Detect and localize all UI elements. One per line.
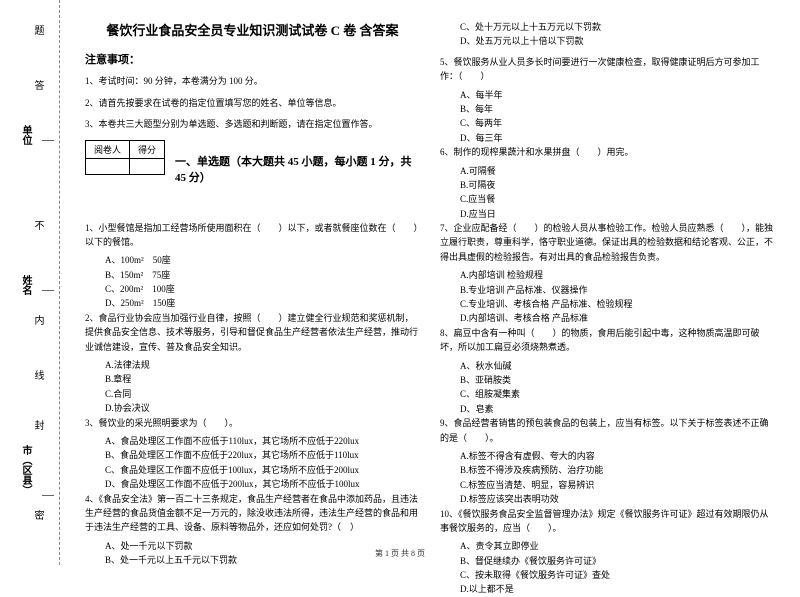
score-table: 阅卷人 得分 <box>85 140 165 175</box>
q2-opt-d: D.协会决议 <box>85 401 420 415</box>
margin-label-2: 答 <box>30 80 45 90</box>
q7-stem: 7、企业应配备经（ ）的检验人员从事检验工作。检验人员应熟悉（ ），能独立履行职… <box>440 221 775 264</box>
q10-opt-d: D.以上都不是 <box>440 582 775 596</box>
q7-opt-d: D.内部培训、考核合格 产品标准 <box>440 311 775 325</box>
q9-opt-c: C.标签应当清楚、明显，容易辨识 <box>440 478 775 492</box>
q3-opt-b: B、食品处理区工作面不应低于220lux，其它场所不应低于110lux <box>85 448 420 462</box>
q9-opt-b: B.标签不得涉及疾病预防、治疗功能 <box>440 463 775 477</box>
q2-opt-a: A.法律法规 <box>85 358 420 372</box>
q9-stem: 9、食品经营者销售的预包装食品的包装上，应当有标签。以下关于标签表述不正确的是（… <box>440 416 775 445</box>
q3-opt-c: C、食品处理区工作面不应低于100lux，其它场所不应低于200lux <box>85 463 420 477</box>
notice-2: 2、请首先按要求在试卷的指定位置填写您的姓名、单位等信息。 <box>85 97 420 111</box>
q6-opt-c: C.应当餐 <box>440 192 775 206</box>
q9-opt-d: D.标签应该突出表明功效 <box>440 492 775 506</box>
q4-opt-d: D、处五万元以上十倍以下罚款 <box>440 34 775 48</box>
q9-opt-a: A.标签不得含有虚假、夸大的内容 <box>440 449 775 463</box>
q8-opt-d: D、皂素 <box>440 402 775 416</box>
margin-label-5: 姓名 <box>18 275 33 295</box>
q1-opt-b: B、150m² 75座 <box>85 268 420 282</box>
left-column: 餐饮行业食品安全员专业知识测试试卷 C 卷 含答案 注意事项： 1、考试时间：9… <box>75 20 430 555</box>
q4-opt-c: C、处十万元以上十五万元以下罚款 <box>440 20 775 34</box>
q7-opt-c: C.专业培训、考核合格 产品标准、检验规程 <box>440 297 775 311</box>
q1-stem: 1、小型餐馆是指加工经营场所使用面积在（ ）以下，或者就餐座位数在（ ）以下的餐… <box>85 221 420 250</box>
q8-opt-c: C、组胺凝集素 <box>440 387 775 401</box>
q7-opt-a: A.内部培训 检验规程 <box>440 268 775 282</box>
margin-label-1: 题 <box>30 25 45 35</box>
notice-header: 注意事项： <box>85 51 420 67</box>
margin-label-8: 封 <box>30 420 45 430</box>
page-container: 题 答 单位 不 姓名 内 线 封 市（区县） 密 餐饮行业食品安全员专业知识测… <box>0 0 800 565</box>
q7-opt-b: B.专业培训 产品标准、仪器操作 <box>440 283 775 297</box>
q1-opt-d: D、250m² 150座 <box>85 296 420 310</box>
margin-label-7: 线 <box>30 370 45 380</box>
content-area: 餐饮行业食品安全员专业知识测试试卷 C 卷 含答案 注意事项： 1、考试时间：9… <box>60 0 800 565</box>
margin-label-4: 不 <box>30 220 45 230</box>
margin-line-1 <box>42 140 54 141</box>
margin-line-2 <box>42 290 54 291</box>
q2-opt-c: C.合同 <box>85 387 420 401</box>
q3-opt-a: A、食品处理区工作面不应低于110lux，其它场所不应低于220lux <box>85 434 420 448</box>
q8-stem: 8、扁豆中含有一种叫（ ）的物质，食用后能引起中毒，这种物质高温即可破坏，所以加… <box>440 326 775 355</box>
q3-opt-d: D、食品处理区工作面不应低于200lux，其它场所不应低于100lux <box>85 477 420 491</box>
binding-margin: 题 答 单位 不 姓名 内 线 封 市（区县） 密 <box>0 0 60 565</box>
q8-opt-a: A、秋水仙碱 <box>440 359 775 373</box>
q8-opt-b: B、亚硝胺类 <box>440 373 775 387</box>
q5-opt-d: D、每三年 <box>440 131 775 145</box>
section1-title: 一、单选题（本大题共 45 小题，每小题 1 分，共 45 分） <box>175 153 420 185</box>
margin-label-9: 市（区县） <box>18 445 33 495</box>
page-footer: 第 1 页 共 8 页 <box>0 548 800 559</box>
q6-opt-d: D.应当日 <box>440 207 775 221</box>
q4-stem: 4、《食品安全法》第一百二十三条规定，食品生产经营者在食品中添加药品，且违法生产… <box>85 492 420 535</box>
q2-opt-b: B.章程 <box>85 372 420 386</box>
margin-line-3 <box>42 495 54 496</box>
q10-opt-c: C、按未取得《餐饮服务许可证》查处 <box>440 568 775 582</box>
margin-label-10: 密 <box>30 510 45 520</box>
notice-3: 3、本卷共三大题型分别为单选题、多选题和判断题，请在指定位置作答。 <box>85 118 420 132</box>
q2-stem: 2、食品行业协会应当加强行业自律，按照（ ）建立健全行业规范和奖惩机制，提供食品… <box>85 311 420 354</box>
score-cell-reviewer: 阅卷人 <box>86 140 130 158</box>
score-cell-blank1 <box>86 158 130 174</box>
q5-opt-b: B、每年 <box>440 102 775 116</box>
q10-stem: 10、《餐饮服务食品安全监督管理办法》规定《餐饮服务许可证》超过有效期限仍从事餐… <box>440 507 775 536</box>
score-cell-blank2 <box>130 158 165 174</box>
q6-opt-a: A.可隔餐 <box>440 164 775 178</box>
q5-stem: 5、餐饮服务从业人员多长时间要进行一次健康检查，取得健康证明后方可参加工作：（ … <box>440 55 775 84</box>
q5-opt-c: C、每两年 <box>440 116 775 130</box>
score-cell-score: 得分 <box>130 140 165 158</box>
margin-label-6: 内 <box>30 315 45 325</box>
q6-opt-b: B.可隔夜 <box>440 178 775 192</box>
q1-opt-c: C、200m² 100座 <box>85 282 420 296</box>
exam-title: 餐饮行业食品安全员专业知识测试试卷 C 卷 含答案 <box>85 20 420 39</box>
q5-opt-a: A、每半年 <box>440 88 775 102</box>
notice-1: 1、考试时间：90 分钟，本卷满分为 100 分。 <box>85 75 420 89</box>
q6-stem: 6、制作的现榨果蔬汁和水果拼盘（ ）用完。 <box>440 145 775 159</box>
margin-label-3: 单位 <box>18 125 33 145</box>
q1-opt-a: A、100m² 50座 <box>85 253 420 267</box>
right-column: C、处十万元以上十五万元以下罚款 D、处五万元以上十倍以下罚款 5、餐饮服务从业… <box>430 20 785 555</box>
q3-stem: 3、餐饮业的采光照明要求为（ ）。 <box>85 416 420 430</box>
